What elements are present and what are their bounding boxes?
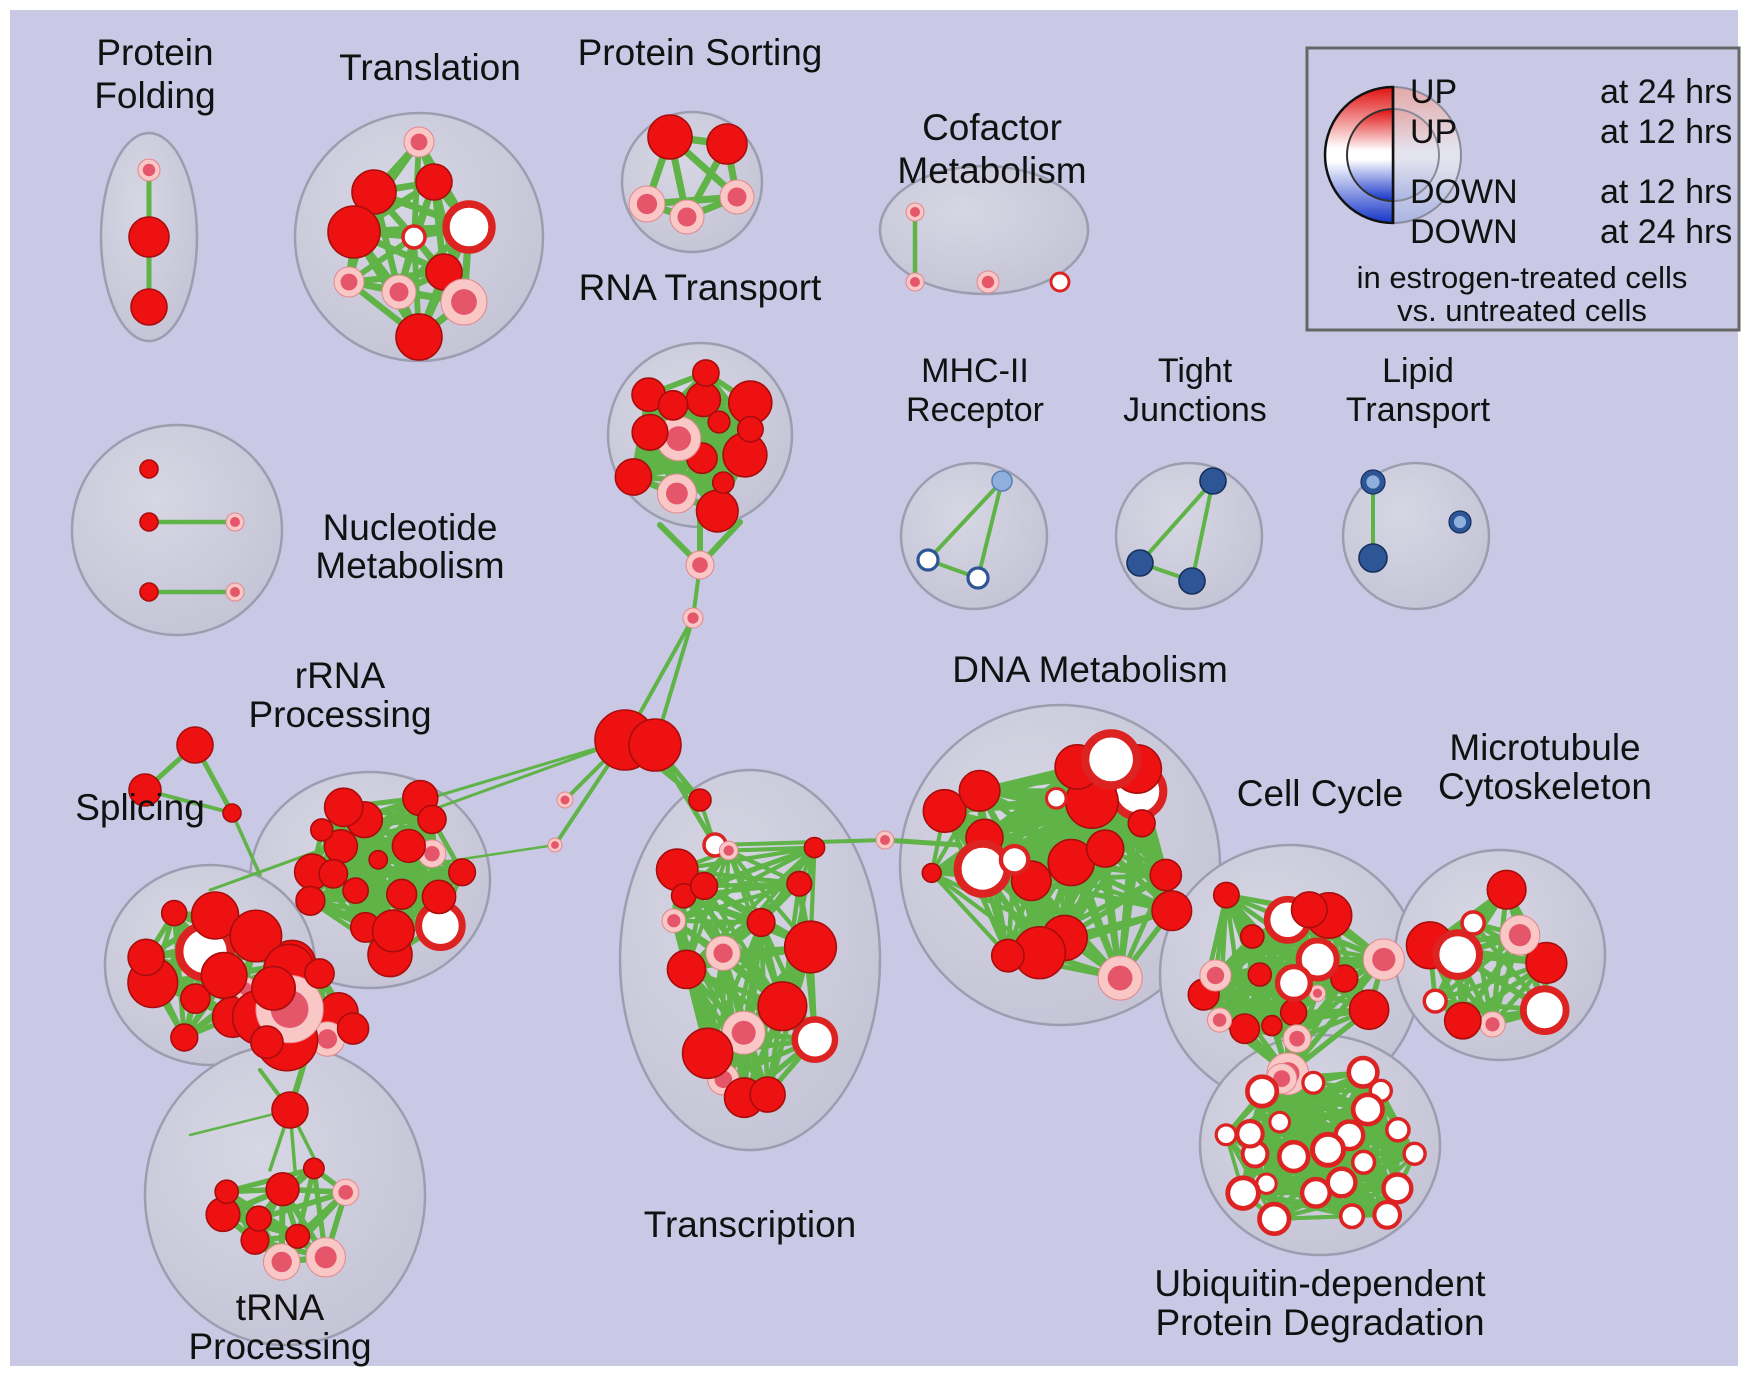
svg-text:at 12 hrs: at 12 hrs — [1600, 173, 1732, 211]
svg-text:rRNA: rRNA — [295, 655, 386, 696]
svg-text:Metabolism: Metabolism — [315, 545, 504, 586]
svg-text:Lipid: Lipid — [1382, 352, 1454, 390]
svg-text:Translation: Translation — [339, 47, 521, 88]
svg-text:tRNA: tRNA — [236, 1287, 325, 1328]
svg-text:Nucleotide: Nucleotide — [323, 507, 498, 548]
svg-text:Splicing: Splicing — [75, 787, 205, 828]
svg-text:at 24 hrs: at 24 hrs — [1600, 73, 1732, 111]
svg-text:Tight: Tight — [1158, 352, 1233, 390]
svg-text:Folding: Folding — [94, 75, 215, 116]
svg-text:in estrogen-treated cells: in estrogen-treated cells — [1357, 260, 1688, 295]
svg-text:DOWN: DOWN — [1410, 213, 1518, 251]
svg-text:Junctions: Junctions — [1123, 391, 1267, 429]
svg-text:UP: UP — [1410, 73, 1457, 111]
svg-text:vs. untreated cells: vs. untreated cells — [1397, 293, 1647, 328]
svg-text:Transport: Transport — [1346, 391, 1491, 429]
svg-text:Protein Degradation: Protein Degradation — [1155, 1302, 1484, 1343]
svg-text:Protein: Protein — [96, 32, 213, 73]
svg-text:at 12 hrs: at 12 hrs — [1600, 113, 1732, 151]
svg-text:Microtubule: Microtubule — [1449, 727, 1640, 768]
svg-text:Transcription: Transcription — [644, 1204, 856, 1245]
svg-text:Processing: Processing — [188, 1326, 371, 1367]
svg-text:Cofactor: Cofactor — [922, 107, 1062, 148]
svg-text:MHC-II: MHC-II — [921, 352, 1029, 390]
svg-text:DNA Metabolism: DNA Metabolism — [952, 649, 1228, 690]
svg-text:Processing: Processing — [248, 694, 431, 735]
svg-text:Cell Cycle: Cell Cycle — [1237, 773, 1404, 814]
svg-text:at 24 hrs: at 24 hrs — [1600, 213, 1732, 251]
svg-text:RNA Transport: RNA Transport — [579, 267, 822, 308]
svg-text:UP: UP — [1410, 113, 1457, 151]
svg-text:Protein Sorting: Protein Sorting — [578, 32, 823, 73]
svg-text:Ubiquitin-dependent: Ubiquitin-dependent — [1154, 1263, 1486, 1304]
svg-text:Receptor: Receptor — [906, 391, 1044, 429]
svg-text:DOWN: DOWN — [1410, 173, 1518, 211]
svg-text:Metabolism: Metabolism — [897, 150, 1086, 191]
svg-text:Cytoskeleton: Cytoskeleton — [1438, 766, 1652, 807]
